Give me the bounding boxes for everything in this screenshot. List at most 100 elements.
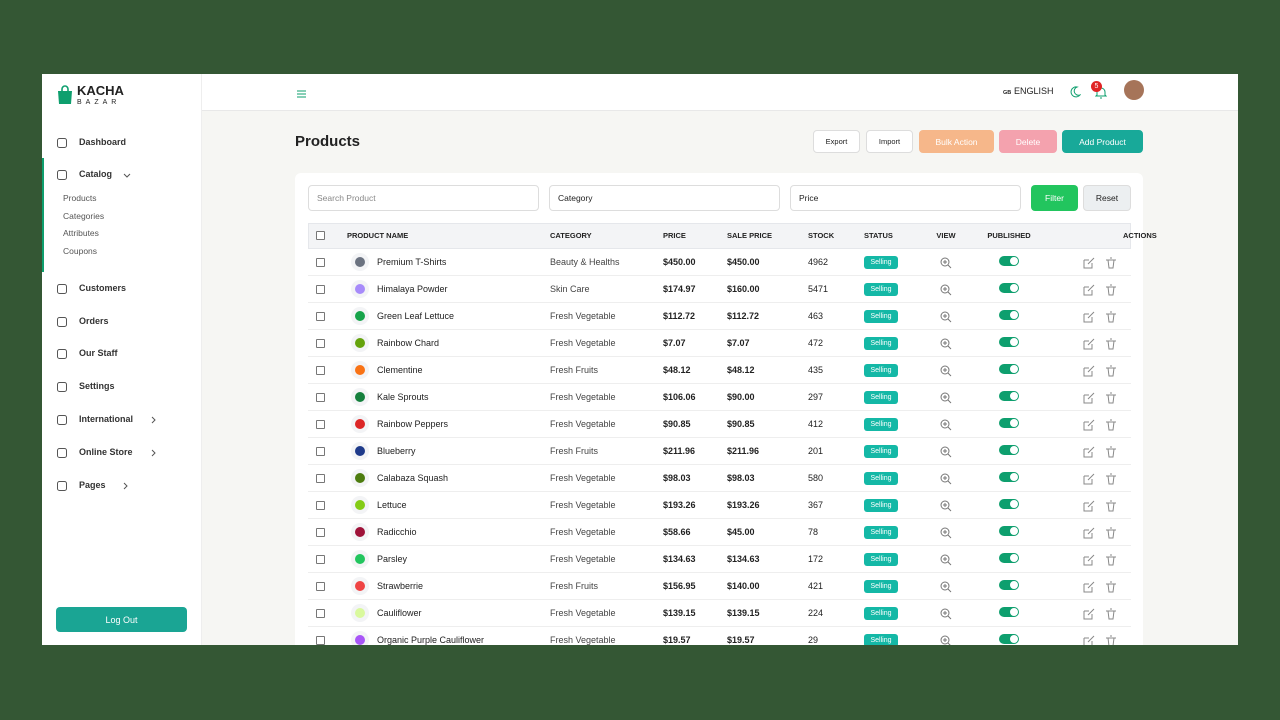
checkbox[interactable] [316, 582, 325, 591]
nav-item[interactable]: International [79, 414, 134, 424]
checkbox[interactable] [316, 312, 325, 321]
view-icon[interactable] [940, 391, 952, 404]
avatar[interactable] [1124, 80, 1144, 100]
delete-icon[interactable] [1105, 499, 1117, 512]
checkbox[interactable] [316, 474, 325, 483]
sub-nav-item[interactable]: Categories [63, 210, 105, 221]
edit-icon[interactable] [1083, 499, 1095, 512]
publish-toggle[interactable] [999, 607, 1019, 617]
nav-item[interactable]: Orders [79, 316, 109, 326]
delete-icon[interactable] [1105, 553, 1117, 566]
delete-icon[interactable] [1105, 634, 1117, 645]
checkbox[interactable] [316, 393, 325, 402]
delete-icon[interactable] [1105, 607, 1117, 620]
checkbox[interactable] [316, 339, 325, 348]
view-icon[interactable] [940, 418, 952, 431]
checkbox[interactable] [316, 366, 325, 375]
edit-icon[interactable] [1083, 391, 1095, 404]
edit-icon[interactable] [1083, 580, 1095, 593]
sub-nav-item[interactable]: Coupons [63, 246, 98, 257]
view-icon[interactable] [940, 499, 952, 512]
publish-toggle[interactable] [999, 553, 1019, 563]
publish-toggle[interactable] [999, 283, 1019, 293]
delete-icon[interactable] [1105, 283, 1117, 296]
delete-icon[interactable] [1105, 364, 1117, 377]
publish-toggle[interactable] [999, 580, 1019, 590]
delete-icon[interactable] [1105, 256, 1117, 269]
action-button[interactable]: Export [813, 130, 860, 153]
view-icon[interactable] [940, 283, 952, 296]
category-select[interactable]: Category [549, 185, 780, 211]
edit-icon[interactable] [1083, 337, 1095, 350]
edit-icon[interactable] [1083, 553, 1095, 566]
delete-icon[interactable] [1105, 418, 1117, 431]
action-button[interactable]: Bulk Action [919, 130, 994, 153]
publish-toggle[interactable] [999, 310, 1019, 320]
nav-item[interactable]: Settings [79, 381, 115, 391]
checkbox[interactable] [316, 420, 325, 429]
delete-icon[interactable] [1105, 310, 1117, 323]
search-input[interactable]: Search Product [308, 185, 539, 211]
nav-item[interactable]: Pages [79, 480, 106, 490]
delete-icon[interactable] [1105, 391, 1117, 404]
checkbox[interactable] [316, 447, 325, 456]
reset-button[interactable]: Reset [1083, 185, 1131, 211]
sub-nav-item[interactable]: Attributes [63, 228, 99, 239]
theme-icon[interactable] [1069, 86, 1081, 98]
publish-toggle[interactable] [999, 418, 1019, 428]
view-icon[interactable] [940, 256, 952, 269]
delete-icon[interactable] [1105, 445, 1117, 458]
view-icon[interactable] [940, 337, 952, 350]
nav-item[interactable]: Our Staff [79, 348, 118, 358]
view-icon[interactable] [940, 310, 952, 323]
edit-icon[interactable] [1083, 445, 1095, 458]
checkbox[interactable] [316, 285, 325, 294]
nav-item[interactable]: Customers [79, 283, 127, 293]
view-icon[interactable] [940, 553, 952, 566]
edit-icon[interactable] [1083, 283, 1095, 296]
action-button[interactable]: Import [866, 130, 913, 153]
nav-item[interactable]: Online Store [79, 447, 133, 457]
publish-toggle[interactable] [999, 391, 1019, 401]
checkbox[interactable] [316, 636, 325, 645]
view-icon[interactable] [940, 526, 952, 539]
edit-icon[interactable] [1083, 364, 1095, 377]
publish-toggle[interactable] [999, 634, 1019, 644]
edit-icon[interactable] [1083, 310, 1095, 323]
delete-icon[interactable] [1105, 526, 1117, 539]
edit-icon[interactable] [1083, 607, 1095, 620]
view-icon[interactable] [940, 472, 952, 485]
view-icon[interactable] [940, 445, 952, 458]
checkbox[interactable] [316, 501, 325, 510]
checkbox[interactable] [316, 528, 325, 537]
publish-toggle[interactable] [999, 256, 1019, 266]
checkbox[interactable] [316, 231, 325, 240]
edit-icon[interactable] [1083, 418, 1095, 431]
edit-icon[interactable] [1083, 634, 1095, 645]
delete-icon[interactable] [1105, 472, 1117, 485]
publish-toggle[interactable] [999, 472, 1019, 482]
view-icon[interactable] [940, 580, 952, 593]
checkbox[interactable] [316, 555, 325, 564]
delete-icon[interactable] [1105, 337, 1117, 350]
nav-item[interactable]: Catalog [79, 169, 113, 179]
action-button[interactable]: Add Product [1062, 130, 1143, 153]
edit-icon[interactable] [1083, 526, 1095, 539]
checkbox[interactable] [316, 258, 325, 267]
delete-icon[interactable] [1105, 580, 1117, 593]
publish-toggle[interactable] [999, 526, 1019, 536]
publish-toggle[interactable] [999, 445, 1019, 455]
edit-icon[interactable] [1083, 472, 1095, 485]
nav-item[interactable]: Dashboard [79, 137, 127, 147]
publish-toggle[interactable] [999, 364, 1019, 374]
price-select[interactable]: Price [790, 185, 1021, 211]
filter-button[interactable]: Filter [1031, 185, 1078, 211]
checkbox[interactable] [316, 609, 325, 618]
view-icon[interactable] [940, 607, 952, 620]
publish-toggle[interactable] [999, 499, 1019, 509]
sub-nav-item[interactable]: Products [63, 193, 97, 203]
logout-button[interactable]: Log Out [56, 607, 187, 632]
view-icon[interactable] [940, 364, 952, 377]
action-button[interactable]: Delete [999, 130, 1057, 153]
menu-icon[interactable] [297, 90, 306, 98]
